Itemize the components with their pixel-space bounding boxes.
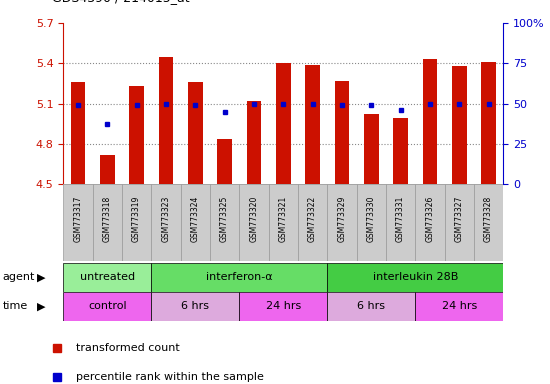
Text: 6 hrs: 6 hrs [358,301,385,311]
Text: agent: agent [3,272,35,283]
Bar [158,56,173,184]
Bar [386,184,415,261]
Bar [151,184,180,261]
Text: GSM773325: GSM773325 [220,196,229,242]
Text: untreated: untreated [80,272,135,283]
Bar [217,139,232,184]
Text: interleukin 28B: interleukin 28B [372,272,458,283]
Bar [239,292,327,321]
Text: ▶: ▶ [37,301,46,311]
Text: GSM773328: GSM773328 [484,196,493,242]
Bar [63,263,151,292]
Bar [444,184,474,261]
Bar [305,65,320,184]
Bar [151,263,327,292]
Text: GSM773327: GSM773327 [455,196,464,242]
Text: GSM773320: GSM773320 [249,196,258,242]
Text: time: time [3,301,28,311]
Bar [92,184,122,261]
Bar [100,155,114,184]
Text: 6 hrs: 6 hrs [182,301,209,311]
Text: GSM773321: GSM773321 [279,196,288,242]
Bar [364,114,378,184]
Text: GSM773318: GSM773318 [103,196,112,242]
Text: GDS4390 / 214015_at: GDS4390 / 214015_at [52,0,190,4]
Text: GSM773330: GSM773330 [367,196,376,242]
Bar [422,59,437,184]
Bar [210,184,239,261]
Text: GSM773319: GSM773319 [132,196,141,242]
Bar [393,118,408,184]
Bar [415,184,444,261]
Bar [415,292,503,321]
Text: GSM773329: GSM773329 [337,196,346,242]
Bar [268,184,298,261]
Text: GSM773326: GSM773326 [425,196,435,242]
Text: GSM773331: GSM773331 [396,196,405,242]
Text: interferon-α: interferon-α [206,272,273,283]
Bar [180,184,210,261]
Bar [63,292,151,321]
Bar [327,263,503,292]
Bar [63,184,92,261]
Bar [298,184,327,261]
Text: control: control [88,301,126,311]
Bar [327,292,415,321]
Bar [481,62,496,184]
Bar [276,63,290,184]
Text: 24 hrs: 24 hrs [442,301,477,311]
Text: ▶: ▶ [37,272,46,283]
Bar [452,66,466,184]
Bar [246,101,261,184]
Text: GSM773324: GSM773324 [191,196,200,242]
Bar [474,184,503,261]
Text: transformed count: transformed count [76,343,180,353]
Text: GSM773317: GSM773317 [73,196,82,242]
Bar [327,184,356,261]
Text: GSM773323: GSM773323 [161,196,170,242]
Bar [188,82,202,184]
Text: GSM773322: GSM773322 [308,196,317,242]
Bar [356,184,386,261]
Bar [239,184,268,261]
Bar [70,82,85,184]
Text: percentile rank within the sample: percentile rank within the sample [76,372,265,382]
Bar [334,81,349,184]
Bar [151,292,239,321]
Bar [129,86,144,184]
Text: 24 hrs: 24 hrs [266,301,301,311]
Bar [122,184,151,261]
